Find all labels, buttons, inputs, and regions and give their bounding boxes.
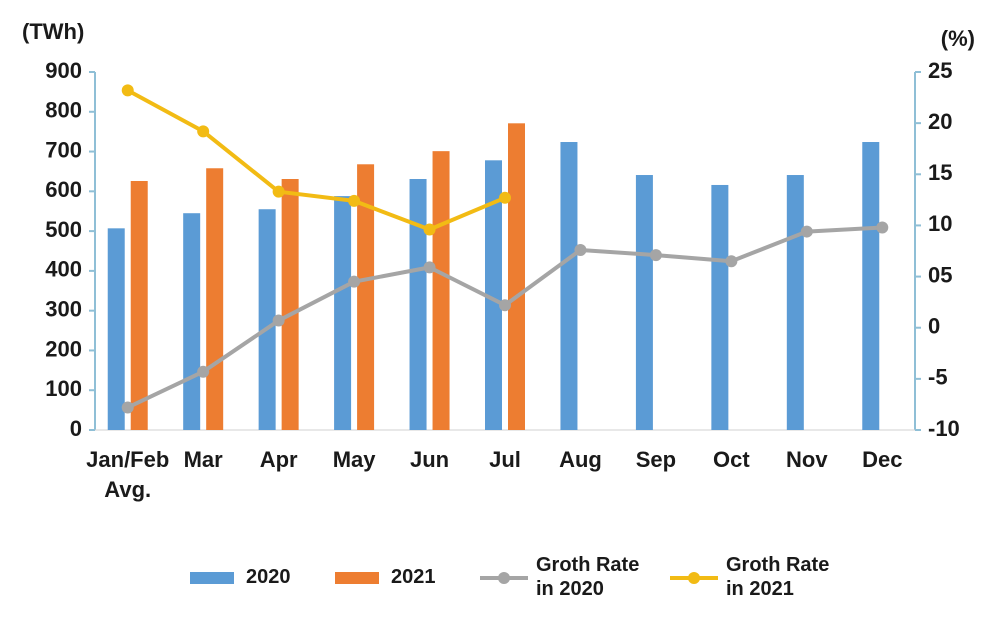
x-tick-label: Aug: [559, 447, 602, 472]
bar: [432, 151, 450, 430]
x-tick-label: Sep: [636, 447, 676, 472]
line-marker: [499, 191, 511, 204]
x-tick-label: Jan/Feb Avg.: [86, 447, 169, 502]
y2-tick-label: -5: [928, 365, 948, 390]
x-tick-label: May: [333, 447, 377, 472]
bar: [107, 228, 125, 430]
y2-tick-label: 20: [928, 109, 952, 134]
line-marker: [876, 221, 889, 234]
y-axis-label: (TWh): [22, 19, 84, 44]
line-marker: [197, 365, 210, 378]
bar: [334, 196, 352, 430]
x-tick-label: Jun: [410, 447, 449, 472]
bar: [508, 123, 525, 431]
bar: [258, 209, 276, 430]
line: [126, 88, 506, 232]
line-marker: [348, 275, 361, 288]
bar: [281, 179, 299, 430]
line-marker: [499, 299, 511, 312]
y-tick-label: 300: [45, 296, 82, 321]
y-tick-label: 100: [45, 376, 82, 401]
y2-tick-label: 05: [928, 262, 952, 287]
line-marker: [348, 194, 361, 207]
x-tick-label: Mar: [184, 447, 224, 472]
line-marker: [197, 125, 210, 138]
bar: [635, 175, 653, 430]
line-marker: [574, 243, 587, 256]
y2-tick-label: 0: [928, 314, 940, 339]
legend-label: 2020: [246, 566, 291, 588]
y-tick-label: 800: [45, 98, 82, 123]
bar: [206, 168, 224, 431]
line: [126, 225, 883, 410]
bar: [786, 175, 804, 430]
x-tick-label: Jul: [489, 447, 521, 472]
y2-tick-label: 25: [928, 58, 952, 83]
y-tick-label: 0: [70, 416, 82, 441]
y-tick-label: 600: [45, 177, 82, 202]
line-marker: [649, 249, 662, 262]
bar: [711, 184, 729, 430]
line-marker: [725, 255, 738, 268]
bar: [357, 164, 375, 431]
y-tick-label: 500: [45, 217, 82, 242]
x-tick-label: Dec: [862, 447, 902, 472]
line-marker: [272, 314, 285, 327]
y2-tick-label: -10: [928, 416, 960, 441]
legend-swatch: [688, 572, 700, 584]
legend-swatch: [190, 572, 234, 584]
line-marker: [121, 84, 134, 97]
line-marker: [272, 185, 285, 198]
y-tick-label: 200: [45, 336, 82, 361]
y-tick-label: 700: [45, 137, 82, 162]
y2-tick-label: 10: [928, 211, 952, 236]
bar: [183, 213, 201, 430]
legend-label: Groth Rate in 2021: [726, 554, 829, 600]
bar: [130, 180, 148, 430]
x-tick-label: Oct: [713, 447, 750, 472]
legend-label: Groth Rate in 2020: [536, 554, 639, 600]
bar: [409, 179, 427, 430]
bar: [485, 160, 502, 430]
bar: [560, 142, 578, 430]
x-tick-label: Nov: [786, 447, 828, 472]
legend-swatch: [498, 572, 510, 584]
y2-tick-label: 15: [928, 160, 952, 185]
legend-swatch: [335, 572, 379, 584]
line-marker: [423, 223, 436, 236]
y2-axis-label: (%): [941, 26, 975, 51]
bar: [862, 142, 880, 430]
legend-label: 2021: [391, 566, 436, 588]
y-tick-label: 400: [45, 257, 82, 282]
line-marker: [423, 261, 436, 274]
x-tick-label: Apr: [260, 447, 298, 472]
y-tick-label: 900: [45, 58, 82, 83]
line-marker: [800, 225, 813, 238]
line-marker: [121, 401, 134, 414]
